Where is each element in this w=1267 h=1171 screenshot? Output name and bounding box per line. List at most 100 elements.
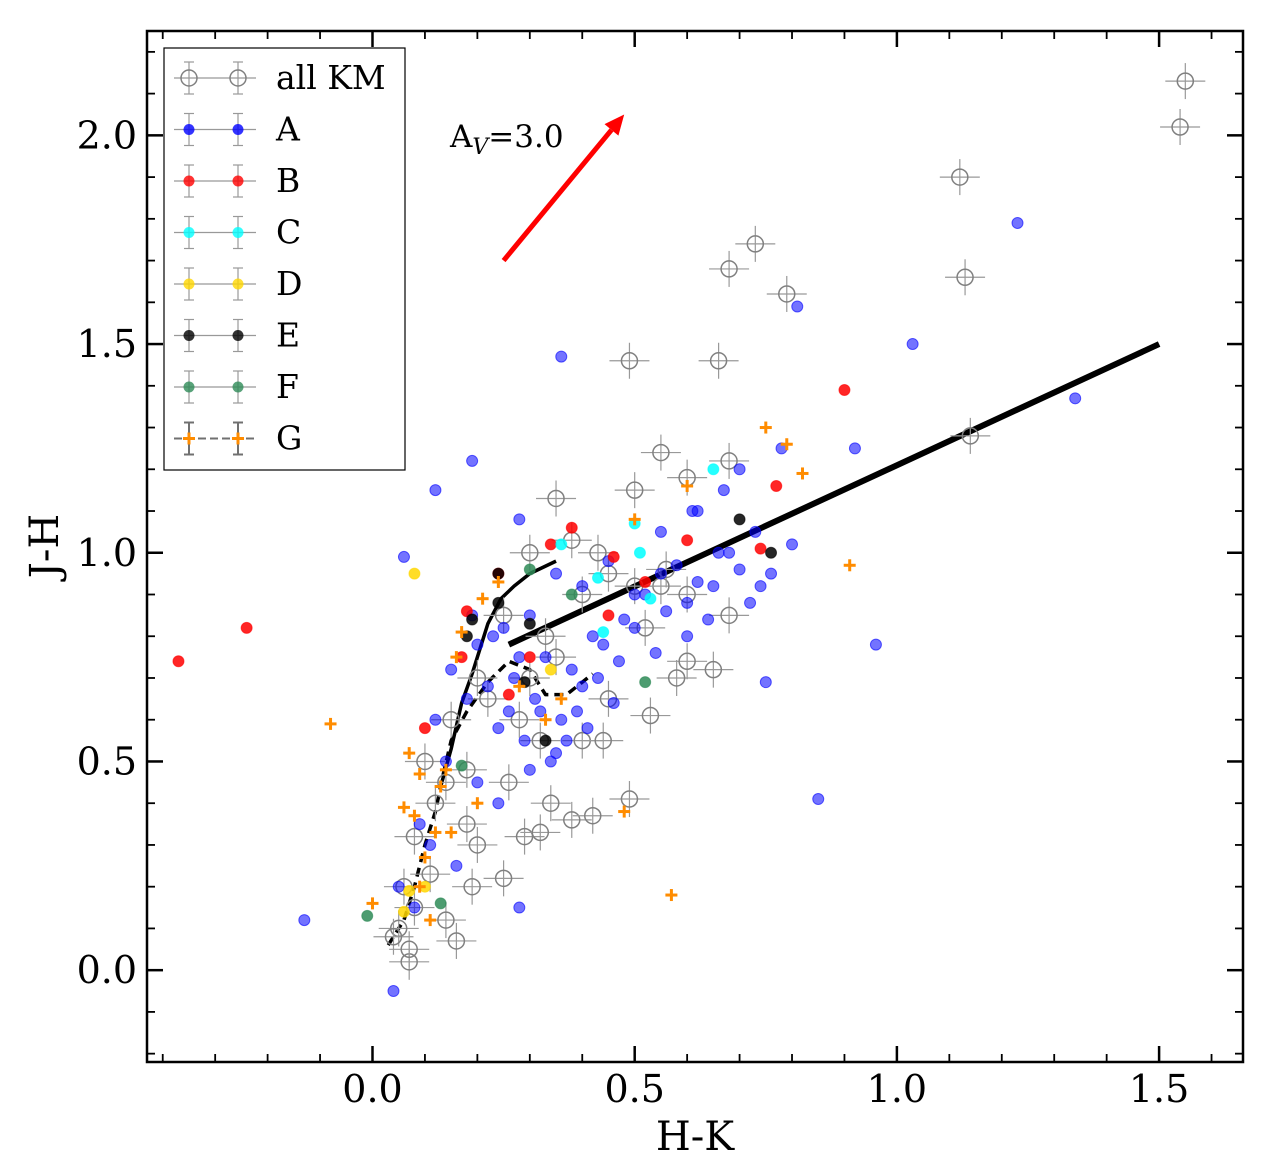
- data-point: [523, 617, 536, 630]
- data-point: [445, 663, 458, 676]
- data-point: [397, 905, 410, 918]
- data-point: [471, 638, 484, 651]
- legend-entry-f: F: [174, 367, 299, 406]
- data-point: [468, 836, 487, 854]
- data-point: [416, 752, 434, 771]
- data-point: [523, 563, 536, 576]
- legend-entry-d: D: [174, 264, 302, 303]
- data-point: [576, 680, 589, 693]
- legend-entry-all-km: all KM: [174, 58, 386, 97]
- legend-label: B: [276, 161, 300, 200]
- data-point: [531, 823, 550, 842]
- data-point: [424, 838, 437, 851]
- reference-line-dashed: [386, 659, 594, 947]
- data-point: [240, 621, 253, 634]
- data-point: [497, 621, 510, 634]
- data-point: [597, 638, 610, 651]
- data-point: [749, 525, 762, 538]
- data-point: [602, 609, 615, 622]
- data-point: [654, 525, 667, 538]
- x-tick-label: 0.5: [604, 1067, 664, 1111]
- data-point: [466, 454, 479, 467]
- y-axis-label: J-H: [22, 514, 68, 582]
- x-tick-label: 1.0: [867, 1067, 927, 1111]
- series-c: [555, 463, 720, 639]
- legend-marker: [232, 175, 244, 187]
- data-point: [508, 671, 521, 684]
- data-point: [468, 669, 487, 687]
- data-point: [838, 383, 851, 396]
- data-point: [521, 544, 539, 562]
- data-point: [961, 427, 980, 445]
- data-point: [550, 747, 563, 760]
- data-point: [539, 651, 552, 664]
- data-point: [652, 443, 670, 462]
- data-point: [500, 773, 518, 792]
- data-point: [720, 606, 738, 625]
- legend-label: A: [275, 110, 301, 149]
- data-point: [555, 538, 568, 551]
- data-point: [547, 489, 565, 508]
- data-point: [1069, 392, 1082, 405]
- legend-entry-c: C: [174, 213, 301, 252]
- data-point: [437, 911, 455, 929]
- data-point: [628, 621, 641, 634]
- legend-marker: [232, 330, 244, 341]
- data-point: [733, 513, 746, 526]
- data-point: [536, 627, 555, 645]
- data-point: [403, 884, 416, 897]
- data-point: [463, 877, 481, 896]
- data-point: [426, 794, 445, 812]
- data-point: [576, 580, 589, 593]
- data-point: [720, 452, 738, 470]
- annotation-label: AV=3.0: [449, 119, 564, 160]
- data-point: [583, 806, 602, 825]
- data-point: [510, 710, 529, 729]
- data-point: [639, 575, 652, 588]
- legend-label: E: [276, 316, 300, 355]
- data-point: [641, 706, 660, 725]
- legend-marker: [183, 227, 195, 238]
- data-point: [487, 630, 500, 643]
- data-point: [513, 513, 526, 526]
- legend-marker: [180, 69, 198, 87]
- data-point: [523, 651, 536, 664]
- data-point: [620, 352, 639, 370]
- data-point: [515, 827, 534, 846]
- data-point: [625, 481, 644, 499]
- data-point: [555, 713, 568, 726]
- data-point: [649, 646, 662, 659]
- data-point: [906, 338, 919, 351]
- data-point: [518, 734, 531, 747]
- legend-marker: [232, 278, 244, 290]
- reference-line-solid: [438, 559, 557, 787]
- data-point: [591, 571, 604, 584]
- data-point: [691, 505, 704, 518]
- data-point: [733, 463, 746, 476]
- data-point: [513, 651, 526, 664]
- data-point: [812, 793, 825, 806]
- y-tick-label: 0.0: [77, 948, 137, 992]
- series-d: [397, 567, 557, 918]
- data-point: [744, 596, 757, 609]
- data-point: [702, 613, 715, 626]
- legend-marker: [232, 124, 244, 135]
- data-point: [612, 655, 625, 668]
- data-point: [951, 168, 969, 186]
- data-point: [654, 567, 667, 580]
- plot-frame: [145, 29, 1245, 1064]
- reddening-arrow-head: [604, 114, 625, 136]
- data-point: [786, 538, 799, 551]
- reddening-arrow: [501, 128, 614, 263]
- data-point: [542, 794, 560, 812]
- legend-marker: [183, 330, 195, 341]
- data-point: [591, 671, 604, 684]
- legend-marker: [183, 278, 195, 290]
- data-point: [513, 901, 526, 914]
- data-point: [387, 985, 400, 998]
- data-point: [494, 869, 513, 888]
- data-point: [754, 580, 767, 593]
- legend-marker: [183, 381, 195, 393]
- y-tick-label: 2.0: [77, 113, 137, 157]
